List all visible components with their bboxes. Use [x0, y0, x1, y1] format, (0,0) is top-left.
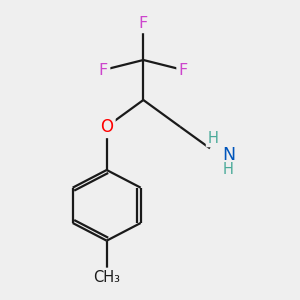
Text: CH₃: CH₃ — [93, 270, 120, 285]
Text: H: H — [207, 131, 218, 146]
Text: F: F — [99, 62, 108, 77]
Text: O: O — [100, 118, 113, 136]
Text: H: H — [223, 161, 234, 176]
Text: F: F — [139, 16, 148, 31]
Text: F: F — [179, 62, 188, 77]
Text: N: N — [222, 146, 235, 164]
